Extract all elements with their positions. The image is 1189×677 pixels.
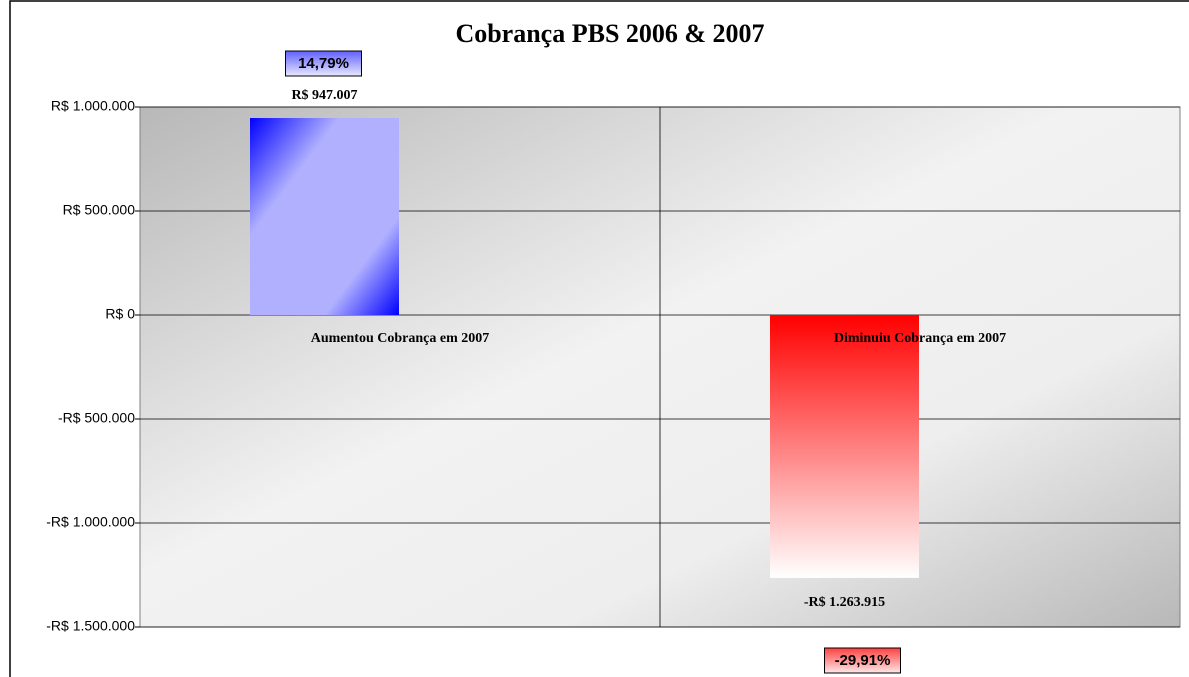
annotation: 14,79% [298,55,349,72]
x-tick-label: Aumentou Cobrança em 2007 [311,331,490,346]
y-tick-label: R$ 0 [105,306,135,322]
value-label: -R$ 1.263.915 [804,595,885,610]
chart-frame [9,0,1189,677]
annotation-box [285,50,362,77]
y-tick-label: R$ 500.000 [63,202,136,218]
y-tick-label: -R$ 500.000 [58,410,135,426]
bar [250,118,399,315]
annotation-box [824,647,901,674]
value-label: R$ 947.007 [291,88,357,103]
bar [770,315,919,578]
x-tick-label: Diminuiu Cobrança em 2007 [834,331,1006,346]
chart-title: Cobrança PBS 2006 & 2007 [455,19,764,48]
annotation: -29,91% [835,652,891,669]
y-tick-label: -R$ 1.500.000 [46,618,135,634]
y-tick-label: -R$ 1.000.000 [46,514,135,530]
y-tick-label: R$ 1.000.000 [51,98,135,114]
